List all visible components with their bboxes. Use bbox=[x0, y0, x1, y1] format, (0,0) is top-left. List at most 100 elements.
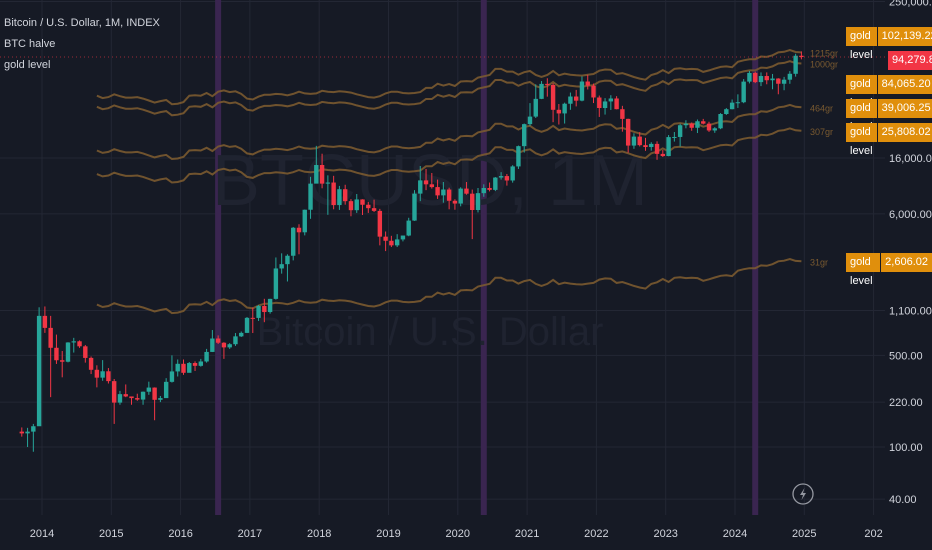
candle bbox=[793, 53, 798, 77]
y-tick-label: 100.00 bbox=[889, 442, 923, 454]
candle bbox=[660, 150, 666, 157]
candle bbox=[591, 83, 596, 104]
candle bbox=[614, 96, 619, 110]
gold-level-label: 1215gr bbox=[810, 48, 838, 58]
candle bbox=[285, 254, 290, 282]
candle bbox=[279, 253, 284, 274]
candle bbox=[60, 350, 65, 378]
legend-indicator-btc-halve[interactable]: BTC halve bbox=[4, 38, 56, 50]
candle bbox=[296, 224, 302, 255]
candle bbox=[31, 423, 36, 452]
candle bbox=[215, 335, 221, 345]
candle bbox=[654, 141, 660, 160]
candle bbox=[192, 361, 198, 371]
candle bbox=[227, 343, 232, 349]
gold-level-line bbox=[96, 49, 802, 106]
candle bbox=[776, 78, 781, 95]
candle bbox=[516, 145, 521, 169]
candle bbox=[602, 98, 608, 115]
candle bbox=[140, 391, 146, 405]
x-tick-label: 2020 bbox=[446, 528, 470, 540]
candle bbox=[262, 298, 267, 323]
candle bbox=[677, 123, 683, 147]
tag-value: 84,065.20 bbox=[877, 75, 932, 94]
candle bbox=[111, 379, 117, 424]
tag-last-price: 94,279.82 bbox=[887, 51, 932, 70]
candle bbox=[781, 76, 787, 91]
tag-gold-level-31: gold level 2,606.02 bbox=[846, 253, 932, 287]
candle bbox=[579, 76, 585, 102]
candle bbox=[573, 89, 579, 107]
candle bbox=[729, 99, 735, 110]
halving-band bbox=[480, 0, 487, 515]
candle bbox=[117, 390, 123, 405]
candle bbox=[377, 208, 383, 246]
candle bbox=[291, 227, 296, 261]
candle bbox=[152, 387, 157, 421]
tag-name: gold level bbox=[846, 99, 877, 133]
candle bbox=[689, 122, 694, 131]
y-tick-label: 250,000.00 bbox=[889, 0, 932, 8]
candle bbox=[383, 231, 388, 252]
gold-level-line bbox=[96, 60, 802, 117]
candle bbox=[735, 94, 741, 108]
candle bbox=[135, 393, 140, 401]
candle bbox=[19, 427, 24, 437]
candle bbox=[562, 102, 567, 124]
candle bbox=[423, 168, 429, 191]
candle bbox=[273, 257, 279, 300]
legend-title[interactable]: Bitcoin / U.S. Dollar, 1M, INDEX bbox=[4, 17, 160, 29]
candle bbox=[314, 145, 319, 184]
candle bbox=[54, 334, 59, 364]
candle bbox=[620, 105, 625, 132]
candle bbox=[100, 360, 105, 381]
candles bbox=[19, 51, 804, 452]
candle bbox=[389, 235, 394, 248]
tag-name: gold level bbox=[846, 27, 877, 61]
tag-gold-level-1215: gold level 102,139.22 bbox=[846, 27, 932, 61]
candle bbox=[770, 73, 775, 90]
candle bbox=[123, 384, 128, 398]
x-tick-label: 2019 bbox=[376, 528, 400, 540]
candle bbox=[71, 337, 76, 353]
watermark-name: Bitcoin / U.S. Dollar bbox=[257, 310, 604, 354]
y-tick-label: 500.00 bbox=[889, 350, 923, 362]
x-tick-label: 2021 bbox=[515, 528, 539, 540]
tag-gold-level-464: gold level 39,006.25 bbox=[846, 99, 932, 133]
candle bbox=[706, 121, 712, 132]
tag-value: 2,606.02 bbox=[881, 253, 932, 272]
y-tick-label: 220.00 bbox=[889, 397, 923, 409]
flash-icon[interactable] bbox=[792, 483, 814, 505]
candle bbox=[701, 118, 706, 125]
x-tick-label: 2016 bbox=[168, 528, 192, 540]
candle bbox=[348, 199, 354, 217]
x-tick-label: 2025 bbox=[792, 528, 816, 540]
candle bbox=[470, 189, 475, 240]
candle bbox=[331, 175, 336, 210]
legend-indicator-gold-level[interactable]: gold level bbox=[4, 59, 51, 71]
candle bbox=[568, 92, 573, 110]
candle bbox=[221, 342, 227, 359]
watermark: BTCUSD, 1M Bitcoin / U.S. Dollar bbox=[212, 141, 648, 354]
candle bbox=[441, 181, 446, 203]
candle bbox=[394, 234, 400, 248]
tag-name: gold level bbox=[846, 75, 877, 109]
candle bbox=[48, 315, 53, 398]
gold-level-line bbox=[96, 257, 802, 315]
tag-name: gold level bbox=[846, 253, 881, 287]
legend: Bitcoin / U.S. Dollar, 1M, INDEX BTC hal… bbox=[4, 13, 160, 76]
candle bbox=[158, 395, 163, 403]
candle bbox=[643, 137, 648, 151]
candle bbox=[435, 179, 440, 199]
candle bbox=[481, 184, 486, 197]
candle bbox=[181, 359, 186, 375]
y-tick-label: 1,100.00 bbox=[889, 305, 932, 317]
candle bbox=[65, 342, 71, 363]
candle bbox=[88, 356, 94, 375]
candle bbox=[758, 72, 764, 87]
gold-level-lines: 1215gr 1000gr 464gr 307gr 31gr bbox=[96, 48, 838, 315]
candle bbox=[545, 78, 550, 97]
tag-gold-level-307: gold level 25,808.02 bbox=[846, 123, 932, 157]
candle bbox=[597, 95, 602, 117]
